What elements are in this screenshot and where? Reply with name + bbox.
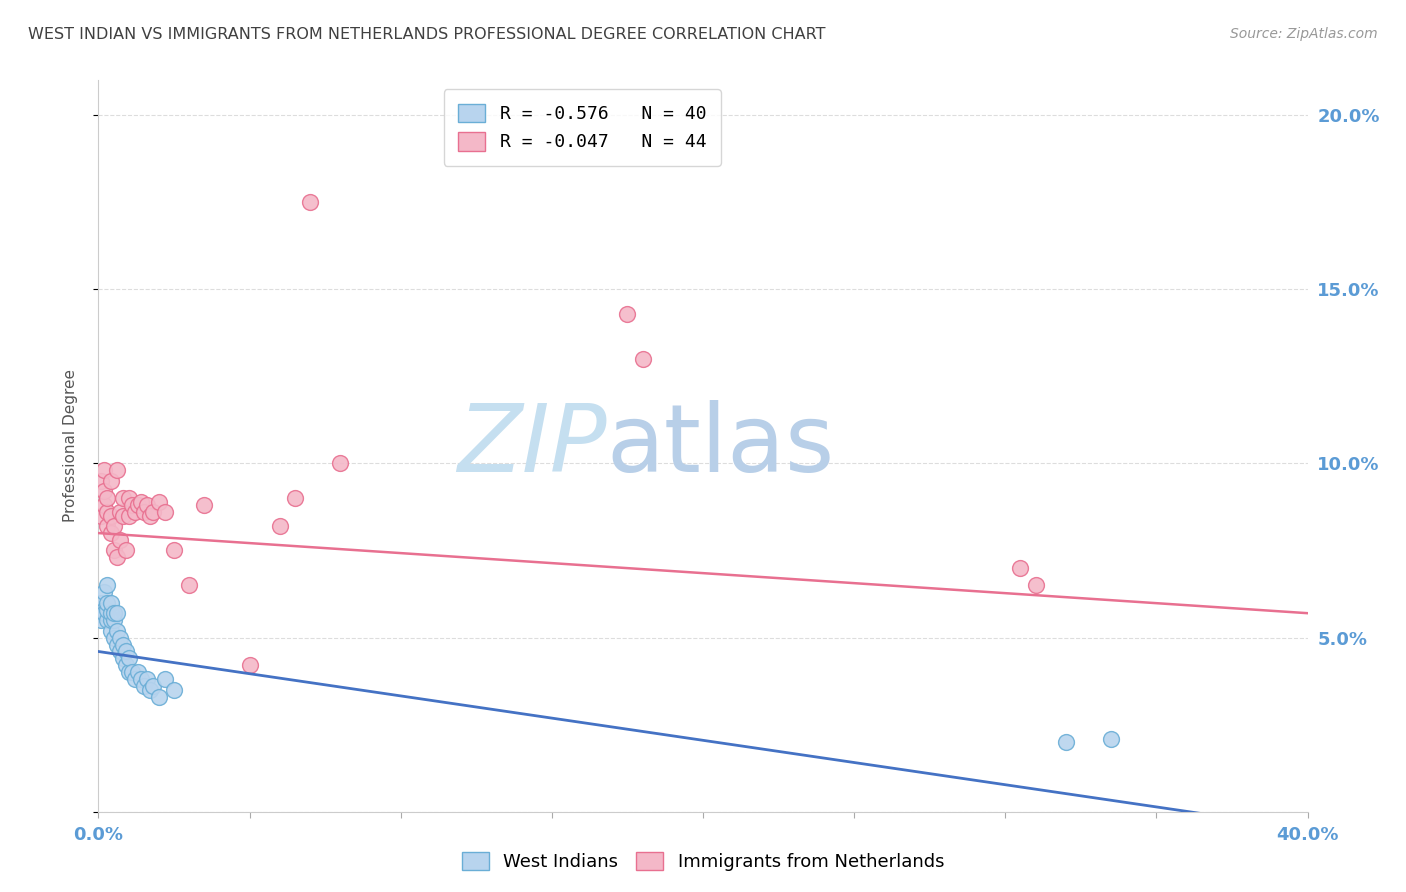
Point [139, 508, 162, 523]
Point [100, 596, 122, 610]
Point [96, 603, 118, 617]
Point [299, 195, 322, 210]
Point [96, 519, 118, 533]
Point [96, 596, 118, 610]
Point [105, 463, 128, 477]
Point [135, 498, 157, 512]
Point [239, 658, 262, 673]
Point [105, 606, 128, 620]
Point [284, 491, 307, 506]
Point [103, 613, 125, 627]
Point [329, 457, 352, 471]
Point [1024, 578, 1046, 592]
Point [108, 533, 131, 547]
Point [103, 606, 125, 620]
Text: WEST INDIAN VS IMMIGRANTS FROM NETHERLANDS PROFESSIONAL DEGREE CORRELATION CHART: WEST INDIAN VS IMMIGRANTS FROM NETHERLAN… [28, 27, 825, 42]
Point [100, 613, 122, 627]
Text: atlas: atlas [606, 400, 835, 492]
Point [124, 505, 146, 519]
Point [118, 508, 141, 523]
Point [121, 498, 143, 512]
Point [127, 665, 149, 680]
Point [132, 679, 155, 693]
Point [139, 682, 162, 697]
Point [105, 550, 128, 565]
Point [1010, 561, 1032, 575]
Point [111, 651, 134, 665]
Point [616, 307, 638, 321]
Point [103, 519, 125, 533]
Point [105, 638, 128, 652]
Point [148, 690, 170, 704]
Point [100, 606, 122, 620]
Point [90, 596, 112, 610]
Point [179, 578, 201, 592]
Point [127, 498, 149, 512]
Point [129, 673, 152, 687]
Point [96, 613, 118, 627]
Point [105, 624, 128, 638]
Point [269, 519, 291, 533]
Point [96, 491, 118, 506]
Point [132, 505, 155, 519]
Point [103, 631, 125, 645]
Point [193, 498, 215, 512]
Point [100, 474, 122, 488]
Text: ZIP: ZIP [457, 401, 606, 491]
Point [111, 638, 134, 652]
Point [118, 491, 141, 506]
Point [90, 508, 112, 523]
Point [90, 613, 112, 627]
Point [93, 484, 115, 499]
Point [1054, 735, 1077, 749]
Point [114, 644, 136, 658]
Point [93, 498, 115, 512]
Point [118, 651, 141, 665]
Point [121, 665, 143, 680]
Point [118, 665, 141, 680]
Point [90, 474, 112, 488]
Point [108, 644, 131, 658]
Point [129, 494, 152, 508]
Point [93, 463, 115, 477]
Point [96, 578, 118, 592]
Point [111, 508, 134, 523]
Legend: R = -0.576   N = 40, R = -0.047   N = 44: R = -0.576 N = 40, R = -0.047 N = 44 [443, 89, 721, 166]
Point [93, 585, 115, 599]
Y-axis label: Professional Degree: Professional Degree [63, 369, 77, 523]
Point [142, 505, 165, 519]
Point [114, 543, 136, 558]
Point [114, 658, 136, 673]
Point [108, 631, 131, 645]
Point [93, 603, 115, 617]
Point [100, 624, 122, 638]
Point [135, 673, 157, 687]
Point [96, 505, 118, 519]
Text: Source: ZipAtlas.com: Source: ZipAtlas.com [1230, 27, 1378, 41]
Point [100, 526, 122, 541]
Point [111, 491, 134, 506]
Point [1099, 731, 1122, 746]
Point [163, 682, 186, 697]
Legend: West Indians, Immigrants from Netherlands: West Indians, Immigrants from Netherland… [454, 845, 952, 879]
Point [142, 679, 165, 693]
Point [100, 508, 122, 523]
Point [108, 505, 131, 519]
Point [153, 673, 176, 687]
Point [163, 543, 186, 558]
Point [631, 351, 654, 366]
Point [153, 505, 176, 519]
Point [124, 673, 146, 687]
Point [148, 494, 170, 508]
Point [93, 606, 115, 620]
Point [103, 543, 125, 558]
